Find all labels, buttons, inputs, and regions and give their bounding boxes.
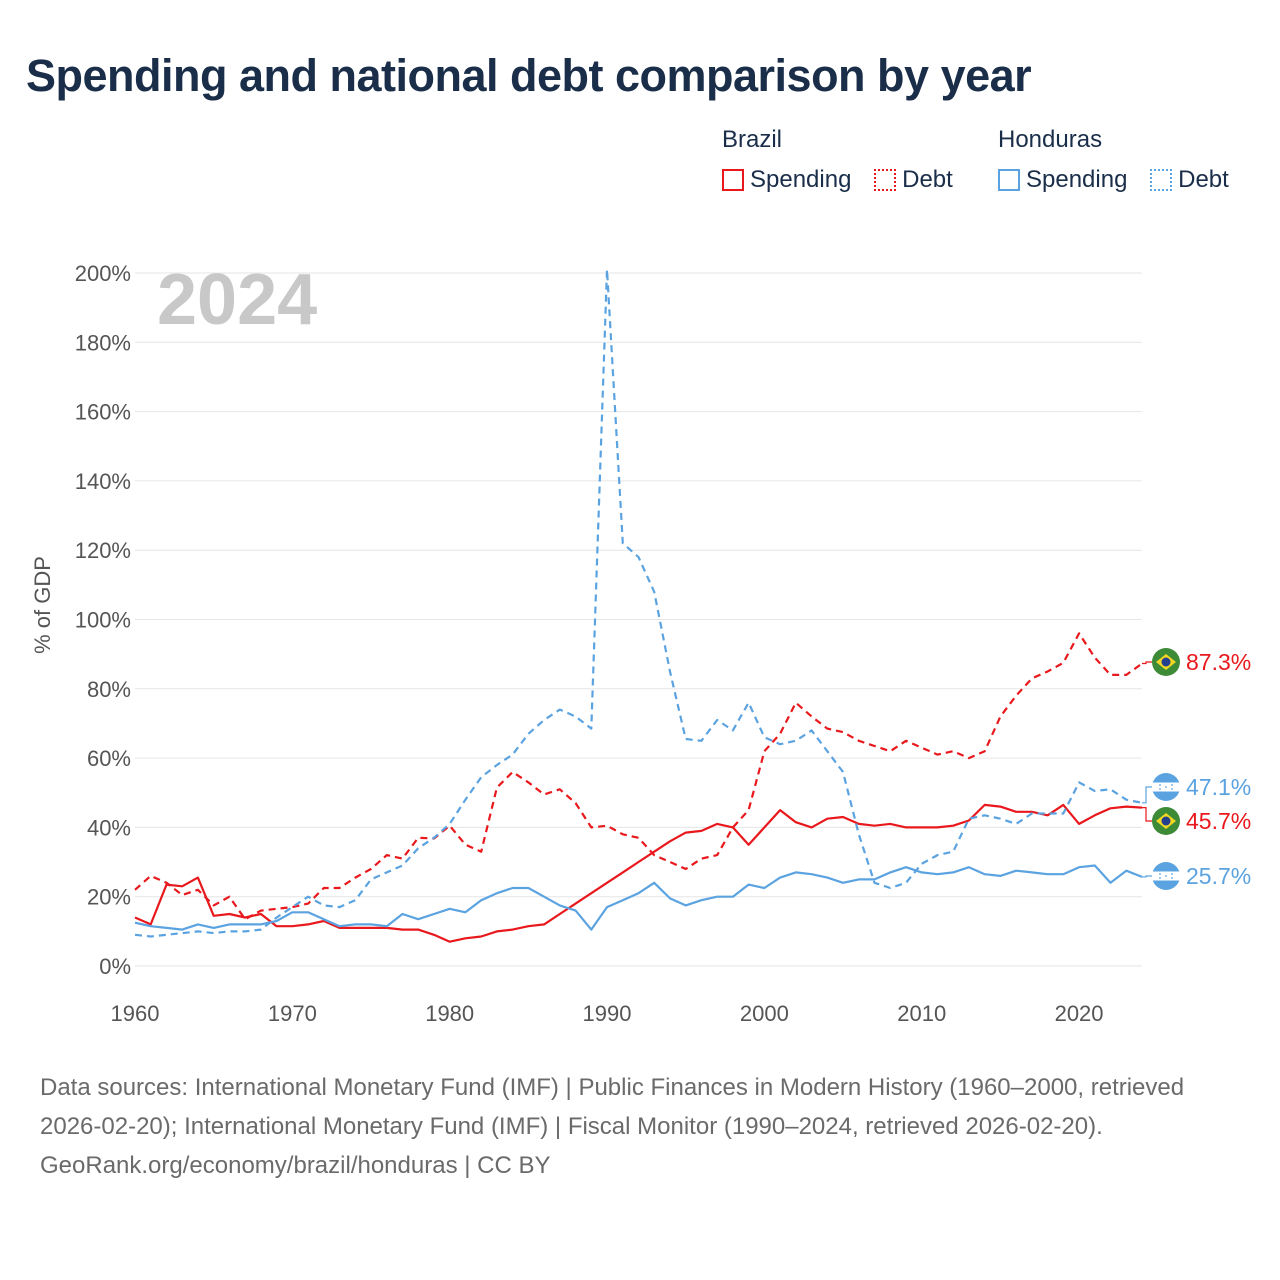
- legend-group-label: Brazil: [722, 126, 783, 153]
- series-line-brazil-debt[interactable]: [134, 632, 1143, 921]
- end-value-label: 25.7%: [1186, 863, 1251, 889]
- flag-star: [1159, 873, 1161, 875]
- flag-star: [1171, 873, 1173, 875]
- flag-globe: [1161, 816, 1171, 826]
- y-tick-label: 80%: [87, 677, 131, 702]
- x-tick-label: 1990: [583, 1001, 632, 1026]
- end-label-connector: [1142, 807, 1152, 822]
- series-line-brazil-spending[interactable]: [134, 803, 1143, 943]
- x-tick-label: 2000: [740, 1001, 789, 1026]
- y-tick-label: 40%: [87, 815, 131, 840]
- data-sources: Data sources: International Monetary Fun…: [40, 1074, 1185, 1140]
- y-tick-label: 20%: [87, 885, 131, 910]
- line-chart: 0% 20% 40% 60% 80% 100% 120% 140% 160% 180% 200% 19…: [30, 260, 1251, 1026]
- chart-title: Spending and national debt comparison by…: [26, 50, 1032, 101]
- flag-star: [1171, 788, 1173, 790]
- x-tick-label: 1970: [268, 1001, 317, 1026]
- attribution-link[interactable]: GeoRank.org/economy/brazil/honduras | CC…: [40, 1152, 551, 1179]
- legend-group-label: Honduras: [998, 126, 1103, 153]
- y-tick-label: 100%: [75, 608, 131, 633]
- solid-swatch-icon: [722, 169, 744, 191]
- legend-item-brazil-debt[interactable]: Debt: [874, 166, 953, 194]
- flag-star: [1171, 784, 1173, 786]
- series-line-honduras-debt[interactable]: [134, 268, 1143, 938]
- y-tick-label: 160%: [75, 400, 131, 425]
- dotted-swatch-icon: [1150, 169, 1173, 191]
- legend-item-brazil-spending[interactable]: Spending: [722, 166, 851, 194]
- end-value-label: 87.3%: [1186, 649, 1251, 675]
- x-tick-label: 1980: [425, 1001, 474, 1026]
- y-tick-label: 200%: [75, 261, 131, 286]
- x-tick-label: 1960: [111, 1001, 160, 1026]
- flag-star: [1165, 875, 1167, 877]
- end-value-label: 47.1%: [1186, 774, 1251, 800]
- end-label-connector: [1142, 875, 1152, 878]
- y-tick-label: 60%: [87, 746, 131, 771]
- end-value-label: 45.7%: [1186, 808, 1251, 834]
- flag-star: [1171, 877, 1173, 879]
- end-label-connector: [1142, 786, 1152, 804]
- flag-star: [1165, 786, 1167, 788]
- y-axis-label: % of GDP: [30, 556, 55, 654]
- flag-star: [1159, 784, 1161, 786]
- flag-globe: [1161, 657, 1171, 667]
- legend-item-label: Spending: [1026, 166, 1128, 193]
- y-tick-label: 180%: [75, 330, 131, 355]
- y-tick-label: 140%: [75, 469, 131, 494]
- series-line-honduras-spending[interactable]: [134, 864, 1143, 931]
- x-tick-label: 2010: [897, 1001, 946, 1026]
- year-overlay: 2024: [157, 260, 317, 340]
- solid-swatch-icon: [998, 169, 1020, 191]
- legend-item-honduras-debt[interactable]: Debt: [1150, 166, 1229, 194]
- legend-item-honduras-spending[interactable]: Spending: [998, 166, 1127, 194]
- y-tick-label: 0%: [99, 954, 131, 979]
- x-tick-label: 2020: [1055, 1001, 1104, 1026]
- legend-group-brazil: Brazil Spending Debt: [722, 126, 969, 198]
- legend-item-label: Debt: [1178, 166, 1229, 193]
- flag-star: [1159, 788, 1161, 790]
- flag-star: [1159, 877, 1161, 879]
- footer: Data sources: International Monetary Fun…: [40, 1068, 1240, 1185]
- y-tick-label: 120%: [75, 538, 131, 563]
- dotted-swatch-icon: [874, 169, 897, 191]
- legend-group-honduras: Honduras Spending Debt: [998, 126, 1245, 198]
- legend-item-label: Debt: [902, 166, 953, 193]
- legend-item-label: Spending: [750, 166, 852, 193]
- end-label-connector: [1142, 661, 1152, 665]
